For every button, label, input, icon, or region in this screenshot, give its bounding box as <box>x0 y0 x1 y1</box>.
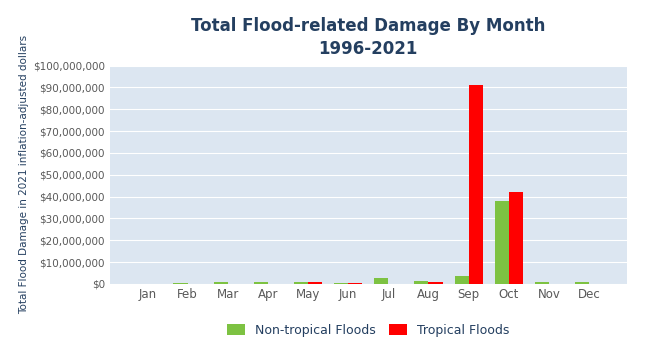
Bar <box>254 282 268 284</box>
Bar <box>428 282 443 284</box>
Bar <box>334 283 348 284</box>
Bar <box>535 282 549 284</box>
Title: Total Flood-related Damage By Month
1996-2021: Total Flood-related Damage By Month 1996… <box>191 17 545 58</box>
Y-axis label: Total Flood Damage in 2021 inflation-adjusted dollars: Total Flood Damage in 2021 inflation-adj… <box>19 35 29 314</box>
Bar <box>414 281 428 284</box>
Bar <box>575 282 589 284</box>
Bar <box>294 282 308 284</box>
Bar <box>495 201 509 284</box>
Bar <box>455 276 468 284</box>
Bar <box>308 282 322 284</box>
Bar <box>174 283 187 284</box>
Bar <box>214 282 227 284</box>
Legend: Non-tropical Floods, Tropical Floods: Non-tropical Floods, Tropical Floods <box>222 318 515 341</box>
Bar <box>374 278 388 284</box>
Bar <box>509 192 523 284</box>
Bar <box>468 85 483 284</box>
